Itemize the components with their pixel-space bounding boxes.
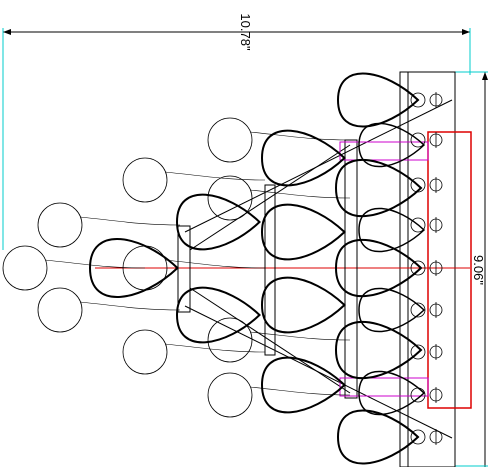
mount-plate (427, 131, 472, 409)
ring (410, 302, 426, 318)
ring (410, 387, 426, 403)
ring (410, 344, 426, 360)
stem (79, 301, 181, 311)
crystal (260, 276, 346, 334)
arm (189, 144, 351, 251)
bar (344, 139, 358, 399)
hub (177, 225, 191, 313)
bracket (339, 377, 429, 397)
stem (164, 259, 266, 269)
arm (189, 287, 351, 394)
pendant (122, 157, 168, 203)
crystal (260, 203, 346, 261)
height-label: 9.06" (471, 255, 486, 285)
stem (164, 343, 266, 353)
ring (410, 429, 426, 445)
pendant (122, 329, 168, 375)
frame (399, 71, 456, 467)
crystal (336, 409, 420, 465)
crystal (175, 193, 261, 251)
stem (44, 259, 146, 269)
pendant (37, 287, 83, 333)
width-label: 10.78" (238, 13, 253, 51)
bracket (339, 141, 429, 161)
pendant (207, 372, 253, 418)
crystal (88, 237, 179, 299)
arrow (3, 29, 11, 35)
pendant (207, 117, 253, 163)
stem (249, 131, 351, 141)
crystal (260, 356, 346, 414)
pendant (2, 245, 48, 291)
ring (410, 177, 426, 193)
arrow (462, 29, 470, 35)
crystal (358, 370, 426, 416)
stem (164, 171, 266, 181)
ring (410, 217, 426, 233)
crystal (260, 129, 346, 187)
ring (410, 132, 426, 148)
pendant (207, 175, 253, 221)
stem (79, 216, 181, 226)
dimension-lines (2, 28, 488, 467)
ring (410, 260, 426, 276)
pendant (207, 317, 253, 363)
fixture (2, 71, 472, 467)
crystal (358, 207, 426, 253)
pendant (37, 202, 83, 248)
crystal (358, 287, 426, 333)
crystal (175, 286, 261, 344)
crystal (358, 122, 426, 168)
ring (410, 92, 426, 108)
crystal (336, 72, 420, 128)
bar (264, 184, 276, 356)
arrow (482, 72, 488, 80)
crystal (334, 238, 423, 298)
